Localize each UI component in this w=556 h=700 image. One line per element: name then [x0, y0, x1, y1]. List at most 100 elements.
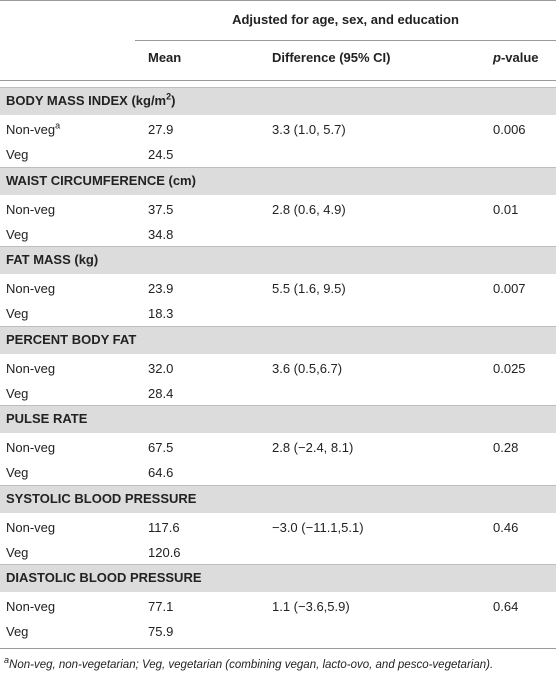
cell-mean: 27.9 — [148, 122, 173, 138]
cell-text: 32.0 — [148, 360, 174, 376]
cell-text: Non-veg — [6, 122, 56, 137]
cell-text: 3.6 (0.5,6.7) — [272, 360, 343, 376]
cell-label: Non-vega — [6, 120, 61, 138]
cell-text: 77.1 — [148, 599, 174, 614]
column-header: Difference (95% CI) — [272, 50, 391, 65]
cell-text: 24.5 — [148, 147, 174, 162]
cell-mean: 67.5 — [148, 440, 173, 456]
cell-text: Veg — [6, 624, 29, 639]
bottom-rule — [0, 648, 556, 649]
cell-difference: 3.6 (0.5,6.7) — [272, 361, 342, 377]
cell-text: Non-veg — [6, 599, 56, 614]
cell-difference: 2.8 (0.6, 4.9) — [272, 202, 346, 218]
cell-p-value: 0.007 — [493, 281, 526, 297]
cell-text: 23.9 — [148, 281, 174, 296]
cell-mean: 24.5 — [148, 147, 173, 163]
cell-p-value: 0.28 — [493, 440, 518, 456]
cell-mean: 37.5 — [148, 202, 173, 218]
cell-text: 75.9 — [148, 624, 174, 639]
section-title: DIASTOLIC BLOOD PRESSURE — [6, 570, 202, 586]
cell-difference: 5.5 (1.6, 9.5) — [272, 281, 346, 297]
cell-mean: 117.6 — [148, 520, 180, 536]
cell-mean: 18.3 — [148, 306, 173, 322]
cell-label: Non-veg — [6, 440, 55, 456]
group-header: Adjusted for age, sex, and education — [232, 12, 459, 27]
cell-text: 0.007 — [493, 281, 526, 296]
p-italic: p — [493, 50, 501, 65]
label-sup: a — [55, 120, 61, 131]
cell-label: Veg — [6, 465, 28, 481]
group-rule — [135, 40, 556, 41]
section-title-text: DIASTOLIC BLOOD PRESSURE — [6, 570, 202, 585]
cell-mean: 75.9 — [148, 624, 173, 640]
section-title: PERCENT BODY FAT — [6, 332, 136, 348]
section-title-text: BODY MASS INDEX (kg/m — [6, 93, 167, 108]
cell-mean: 28.4 — [148, 386, 173, 402]
cell-text: 117.6 — [148, 519, 180, 535]
cell-p-value: 0.006 — [493, 122, 526, 138]
cell-difference: 1.1 (−3.6,5.9) — [272, 599, 350, 615]
cell-mean: 34.8 — [148, 227, 173, 243]
cell-difference: 2.8 (−2.4, 8.1) — [272, 440, 353, 456]
section-title: BODY MASS INDEX (kg/m2) — [6, 91, 176, 109]
cell-mean: 64.6 — [148, 465, 173, 481]
cell-text: Veg — [6, 544, 29, 560]
section-band — [0, 246, 556, 274]
cell-text: 18.3 — [148, 306, 174, 321]
cell-label: Veg — [6, 386, 28, 402]
cell-text: Veg — [6, 226, 29, 242]
cell-text: 0.46 — [493, 519, 519, 535]
section-band — [0, 484, 556, 513]
cell-p-value: 0.64 — [493, 599, 518, 615]
cell-difference: 3.3 (1.0, 5.7) — [272, 122, 346, 138]
cell-text: 5.5 (1.6, 9.5) — [272, 281, 346, 296]
cell-text: Non-veg — [6, 281, 56, 296]
cell-mean: 23.9 — [148, 281, 173, 297]
cell-p-value: 0.025 — [493, 361, 526, 377]
cell-text: 27.9 — [148, 122, 174, 137]
section-band — [0, 87, 556, 115]
cell-text: 0.01 — [493, 201, 519, 217]
cell-text: Veg — [6, 306, 29, 321]
section-title: SYSTOLIC BLOOD PRESSURE — [6, 491, 196, 507]
cell-text: Veg — [6, 465, 29, 480]
section-title: PULSE RATE — [6, 411, 87, 427]
section-title-text: PERCENT BODY FAT — [6, 331, 137, 347]
cell-mean: 120.6 — [148, 545, 181, 561]
header-rule — [0, 80, 556, 81]
cell-text: Veg — [6, 147, 29, 162]
cell-text: Non-veg — [6, 440, 56, 455]
section-title: FAT MASS (kg) — [6, 252, 98, 268]
section-title-sup: 2 — [166, 91, 172, 102]
cell-p-value: 0.01 — [493, 202, 518, 218]
column-header: p-value — [493, 50, 539, 66]
cell-text: 67.5 — [148, 440, 174, 455]
p-rest: -value — [500, 50, 539, 65]
footnote-mark: a — [4, 655, 10, 666]
cell-p-value: 0.46 — [493, 520, 518, 536]
cell-text: −3.0 (−11.1,5.1) — [272, 519, 364, 535]
cell-text: 0.28 — [493, 440, 519, 455]
cell-text: 28.4 — [148, 385, 174, 401]
section-title-text: PULSE RATE — [6, 411, 88, 426]
cell-text: 34.8 — [148, 226, 174, 242]
cell-label: Non-veg — [6, 520, 55, 536]
cell-text: 64.6 — [148, 465, 174, 480]
section-band — [0, 325, 556, 354]
cell-mean: 77.1 — [148, 599, 173, 615]
section-band — [0, 564, 556, 592]
section-band — [0, 405, 556, 433]
cell-text: 37.5 — [148, 201, 174, 217]
section-title-text: FAT MASS (kg) — [6, 252, 99, 267]
cell-label: Veg — [6, 306, 28, 322]
cell-label: Non-veg — [6, 599, 55, 615]
cell-label: Non-veg — [6, 361, 55, 377]
cell-text: 0.025 — [493, 360, 526, 376]
cell-difference: −3.0 (−11.1,5.1) — [272, 520, 364, 536]
cell-label: Veg — [6, 624, 28, 640]
section-title-after: ) — [171, 93, 176, 108]
cell-label: Non-veg — [6, 281, 55, 297]
cell-text: 0.64 — [493, 599, 519, 614]
cell-label: Veg — [6, 147, 28, 163]
